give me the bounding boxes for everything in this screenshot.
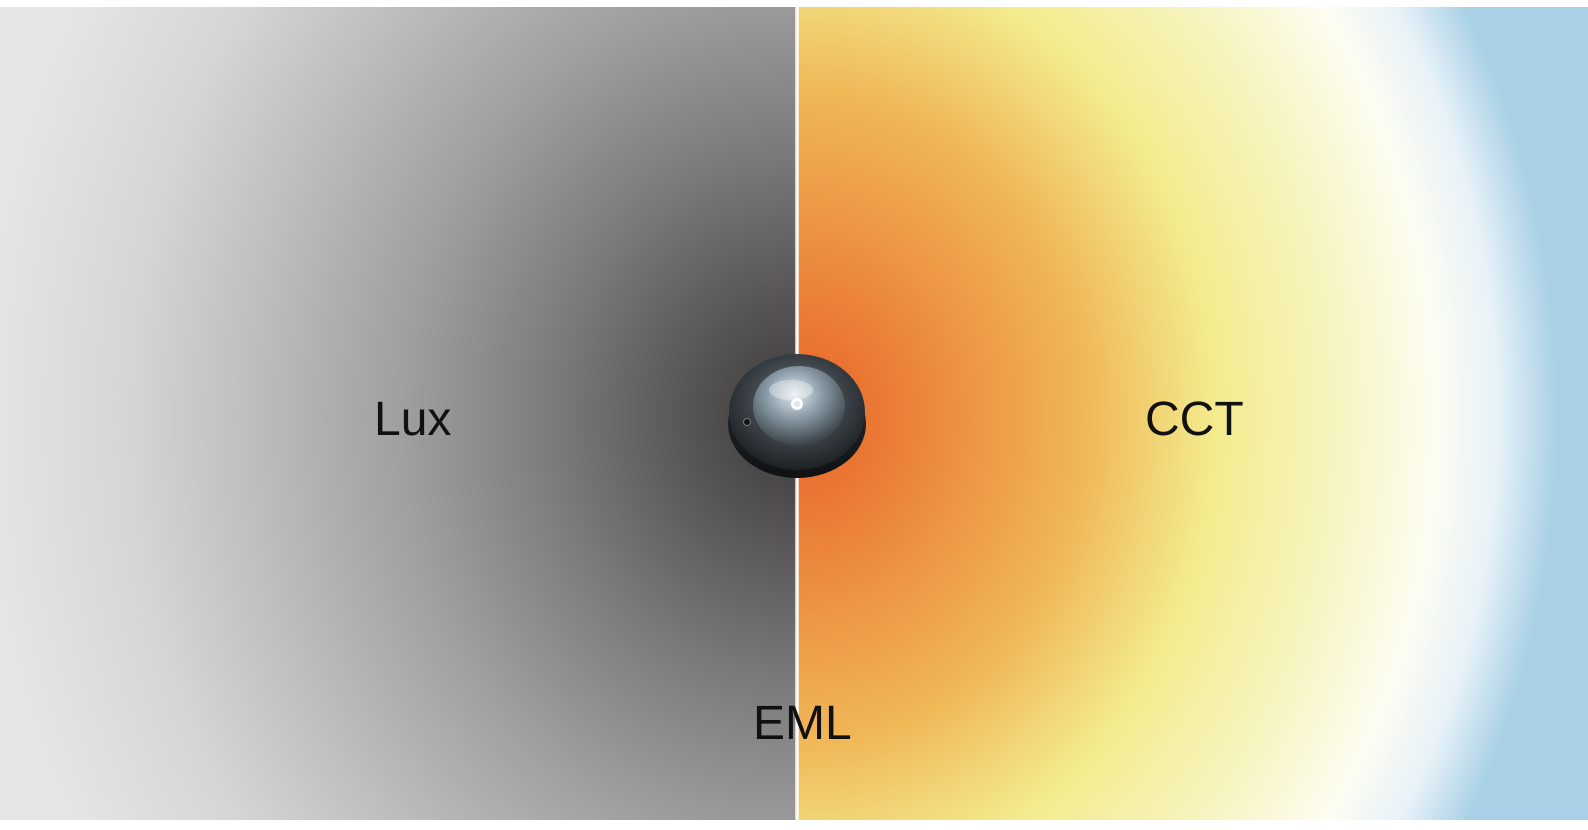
- lux-gradient-panel: [0, 7, 797, 820]
- eml-label: EML: [753, 697, 852, 750]
- cct-gradient-panel: [798, 7, 1588, 820]
- cct-label: CCT: [1145, 393, 1244, 446]
- lux-label: Lux: [374, 393, 452, 446]
- light-sensor-icon: [728, 354, 866, 478]
